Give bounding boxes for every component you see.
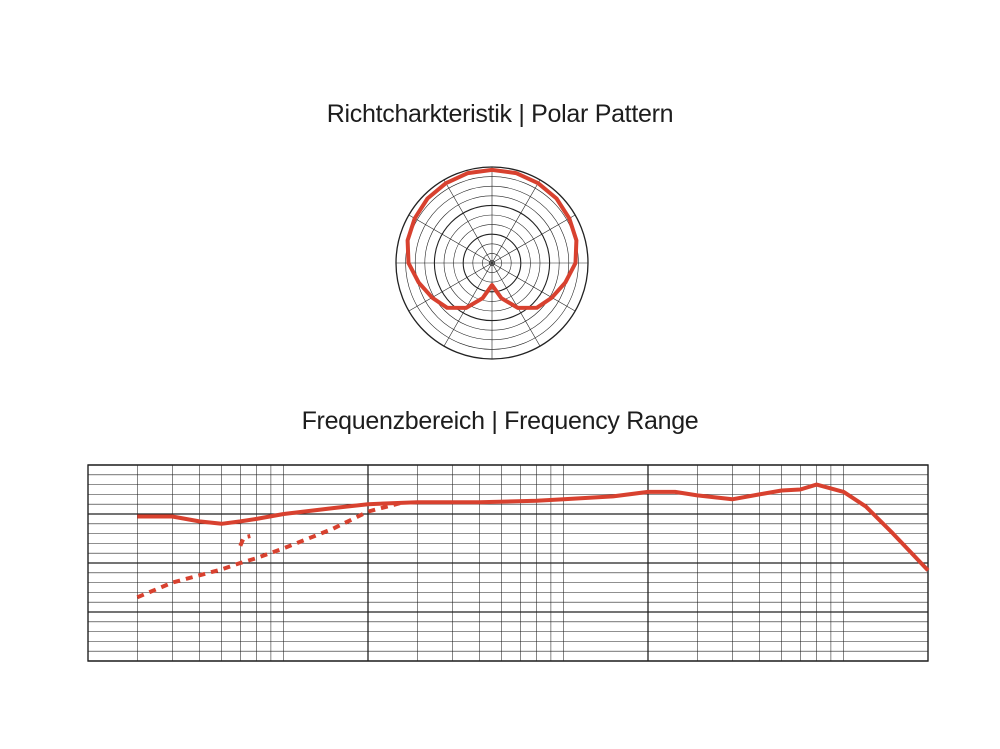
polar-pattern-title: Richtcharkteristik | Polar Pattern <box>326 100 674 128</box>
polar-pattern-line <box>405 167 579 310</box>
polar-spoke <box>491 214 576 264</box>
polar-spoke <box>408 262 493 312</box>
polar-spoke <box>491 262 576 312</box>
polar-center <box>489 260 495 266</box>
polar-spoke <box>443 179 493 264</box>
polar-grid <box>395 166 589 360</box>
frequency-grid <box>87 464 929 662</box>
frequency-series <box>136 482 930 600</box>
polar-series <box>405 167 579 310</box>
frequency-range-title: Frequenzbereich | Frequency Range <box>301 407 699 435</box>
response-line-dashed <box>238 534 251 547</box>
polar-spoke <box>408 214 493 264</box>
response-line-dashed <box>136 501 401 600</box>
response-line-solid <box>137 482 930 572</box>
polar-spoke <box>491 179 541 264</box>
plot-frame <box>87 464 929 662</box>
